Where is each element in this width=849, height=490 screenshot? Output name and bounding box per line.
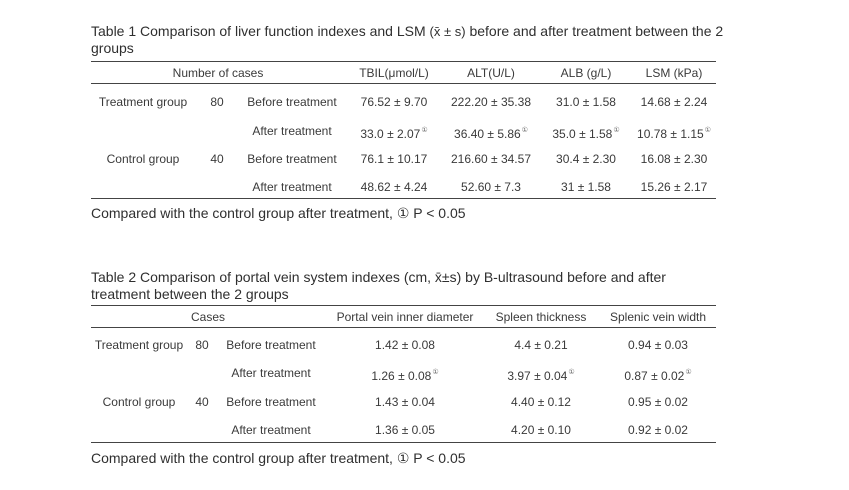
- table1-time: After treatment: [252, 124, 332, 138]
- table2-portal-value: 1.42 ± 0.08: [375, 338, 435, 352]
- table1-tbil-value: 48.62 ± 4.24: [360, 180, 428, 194]
- table2-splenic-value: 0.95 ± 0.02: [628, 395, 688, 409]
- significance-marker: ①: [421, 127, 428, 134]
- table2-portal-value: 1.43 ± 0.04: [375, 395, 435, 409]
- table1-alb-value: 30.4 ± 2.30: [556, 152, 616, 166]
- table1-tbil-value: 33.0 ± 2.07①: [360, 124, 427, 141]
- table1-caption-text-end: before and after treatment between the 2…: [91, 23, 724, 56]
- table1-tbil-value: 76.1 ± 10.17: [360, 152, 428, 166]
- table1-header-lsm: LSM (kPa): [645, 66, 703, 80]
- table1-alt-value: 216.60 ± 34.57: [451, 152, 531, 166]
- table1-alb-value: 35.0 ± 1.58①: [552, 124, 619, 141]
- table2: Cases Portal vein inner diameter Spleen …: [91, 305, 716, 443]
- table2-time: Before treatment: [226, 395, 316, 409]
- value-text: 0.87 ± 0.02: [624, 369, 685, 383]
- table2-header: Cases Portal vein inner diameter Spleen …: [91, 306, 716, 328]
- table2-portal-value: 1.26 ± 0.08①: [371, 366, 438, 383]
- table1: Number of cases TBIL(μmol/L) ALT(U/L) AL…: [91, 61, 716, 199]
- table2-header-spleen: Spleen thickness: [495, 310, 587, 324]
- significance-marker: ①: [568, 369, 575, 376]
- value-text: 1.26 ± 0.08: [371, 369, 432, 383]
- table1-lsm-value: 10.78 ± 1.15①: [637, 124, 711, 141]
- table1-cases: 80: [210, 95, 224, 109]
- table1-group: Treatment group: [98, 95, 188, 109]
- table2-time: After treatment: [231, 366, 311, 380]
- table1-lsm-value: 15.26 ± 2.17: [640, 180, 708, 194]
- table2-splenic-value: 0.94 ± 0.03: [628, 338, 688, 352]
- table2-time: Before treatment: [226, 338, 316, 352]
- significance-marker: ①: [613, 127, 620, 134]
- value-text: 10.78 ± 1.15: [637, 127, 704, 141]
- table1-group: Control group: [106, 152, 180, 166]
- table1-tbil-value: 76.52 ± 9.70: [360, 95, 428, 109]
- table1-alb-value: 31 ± 1.58: [561, 180, 611, 194]
- table1-header-alt: ALT(U/L): [467, 66, 515, 80]
- table1-lsm-value: 16.08 ± 2.30: [640, 152, 708, 166]
- table1-cases: 40: [210, 152, 224, 166]
- table2-cases: 80: [195, 338, 209, 352]
- table2-caption: Table 2 Comparison of portal vein system…: [91, 269, 666, 302]
- significance-marker: ①: [685, 369, 692, 376]
- table1-time: Before treatment: [247, 152, 337, 166]
- table2-header-portal: Portal vein inner diameter: [336, 310, 474, 324]
- table1-header-cases: Number of cases: [172, 66, 264, 80]
- significance-marker: ①: [704, 127, 711, 134]
- table1-footnote: Compared with the control group after tr…: [91, 205, 466, 221]
- table1-alt-value: 36.40 ± 5.86①: [454, 124, 528, 141]
- table1-header-tbil: TBIL(μmol/L): [359, 66, 429, 80]
- table2-spleen-value: 4.40 ± 0.12: [511, 395, 571, 409]
- value-text: 33.0 ± 2.07: [360, 127, 421, 141]
- value-text: 35.0 ± 1.58: [552, 127, 613, 141]
- table1-lsm-value: 14.68 ± 2.24: [640, 95, 708, 109]
- table2-portal-value: 1.36 ± 0.05: [375, 423, 435, 437]
- table1-caption-stat: (x̄ ± s): [429, 24, 466, 39]
- table2-cases: 40: [195, 395, 209, 409]
- value-text: 3.97 ± 0.04: [507, 369, 568, 383]
- table2-footnote: Compared with the control group after tr…: [91, 450, 466, 466]
- table2-group: Control group: [102, 395, 176, 409]
- table2-header-cases: Cases: [190, 310, 226, 324]
- table1-alt-value: 52.60 ± 7.3: [461, 180, 521, 194]
- table2-splenic-value: 0.87 ± 0.02①: [624, 366, 691, 383]
- table2-spleen-value: 4.20 ± 0.10: [511, 423, 571, 437]
- table1-caption: Table 1 Comparison of liver function ind…: [91, 23, 731, 57]
- table2-spleen-value: 4.4 ± 0.21: [514, 338, 568, 352]
- table1-header: Number of cases TBIL(μmol/L) ALT(U/L) AL…: [91, 62, 716, 84]
- table2-time: After treatment: [231, 423, 311, 437]
- table1-time: After treatment: [252, 180, 332, 194]
- table2-spleen-value: 3.97 ± 0.04①: [507, 366, 574, 383]
- table1-header-alb: ALB (g/L): [560, 66, 612, 80]
- value-text: 36.40 ± 5.86: [454, 127, 521, 141]
- table1-alb-value: 31.0 ± 1.58: [556, 95, 616, 109]
- table2-splenic-value: 0.92 ± 0.02: [628, 423, 688, 437]
- significance-marker: ①: [432, 369, 439, 376]
- table2-header-splenic: Splenic vein width: [609, 310, 707, 324]
- table1-caption-text: Table 1 Comparison of liver function ind…: [91, 23, 426, 39]
- significance-marker: ①: [521, 127, 528, 134]
- table1-time: Before treatment: [247, 95, 337, 109]
- table1-alt-value: 222.20 ± 35.38: [451, 95, 531, 109]
- table2-group: Treatment group: [94, 338, 184, 352]
